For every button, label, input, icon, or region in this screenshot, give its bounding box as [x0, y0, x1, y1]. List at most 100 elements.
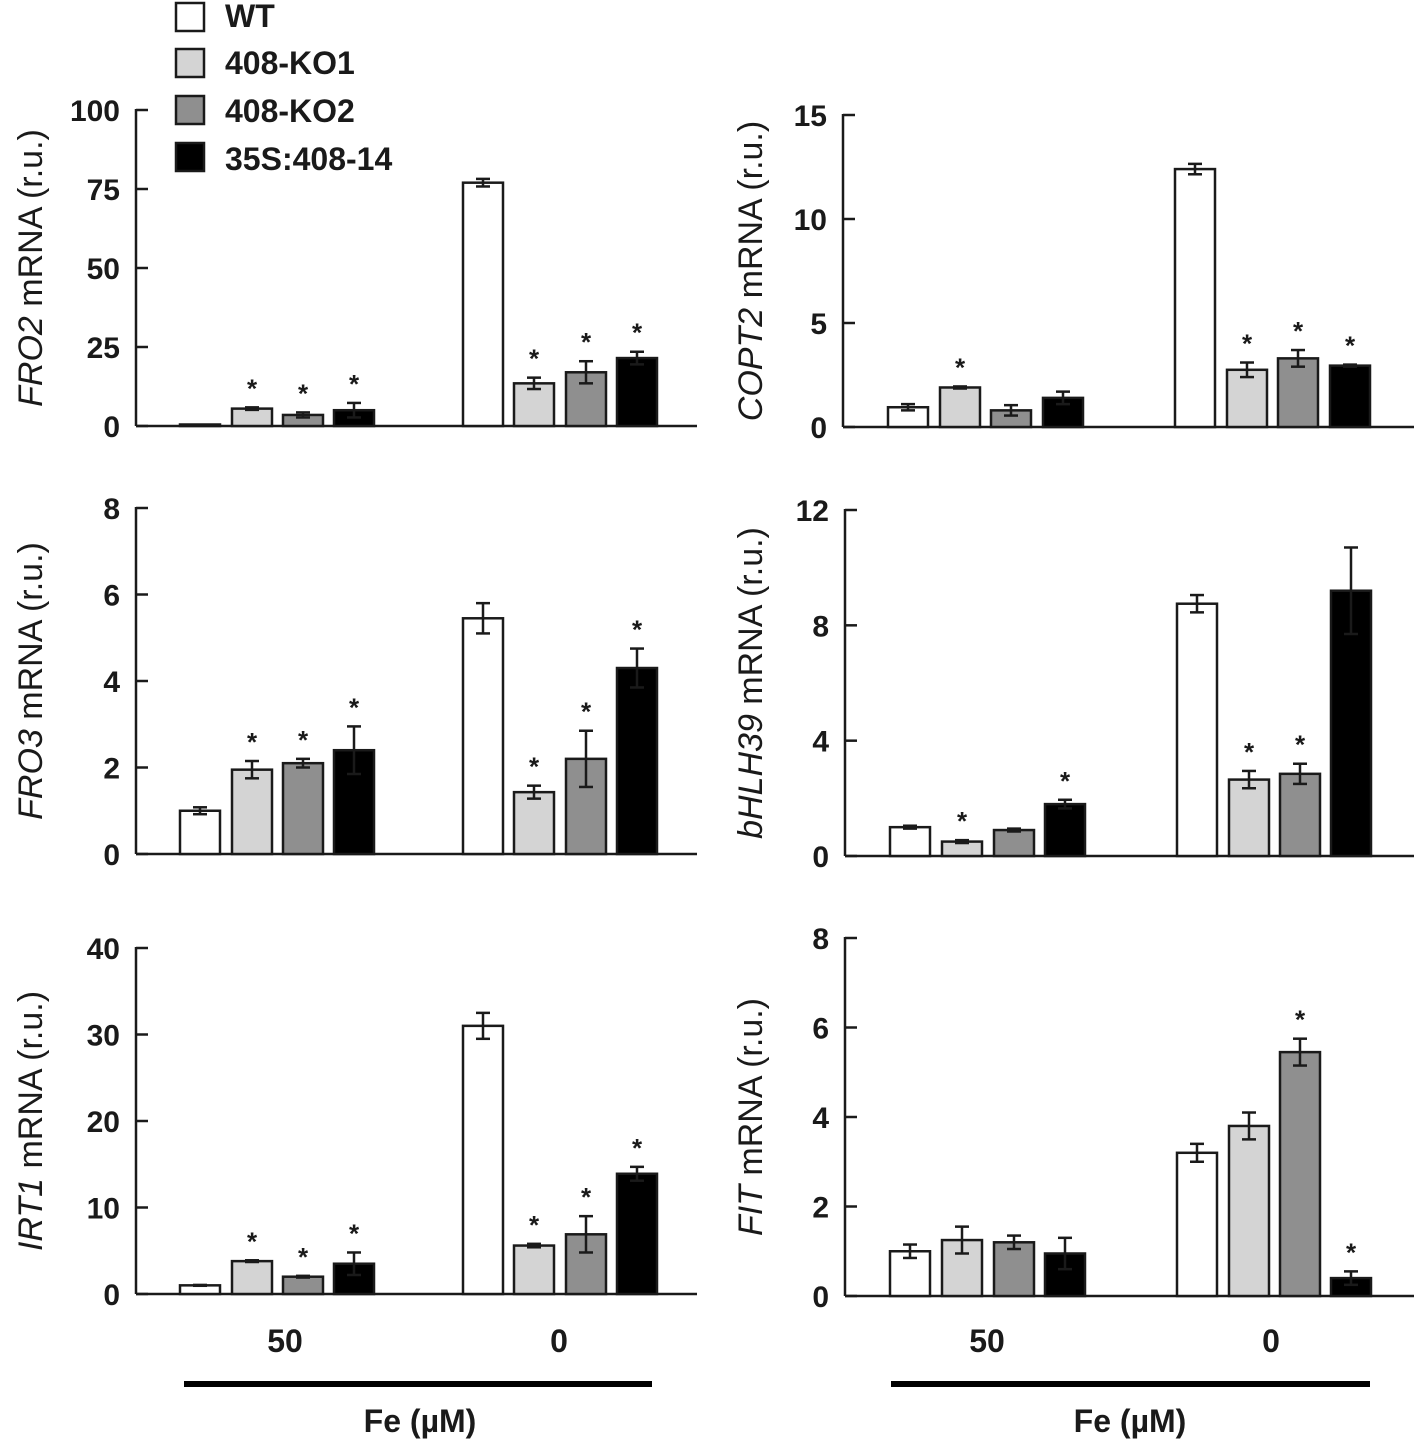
- group-label-right-50: 50: [969, 1323, 1005, 1359]
- fro2-y-tick-label: 25: [87, 332, 120, 365]
- fro2-unit: mRNA (r.u.): [12, 129, 50, 316]
- fro3-408-ko1-fe50-bar: [230, 768, 274, 856]
- copt2-408-ko2-fe50-error-bar: [1004, 403, 1018, 417]
- copt2-408-ko2-fe0-bar: [1276, 357, 1320, 429]
- fro3-y-tick-label: 0: [103, 839, 120, 872]
- irt1-408-ko1-fe0-error-bar: [527, 1242, 541, 1249]
- copt2-408-ko1-fe0-significance-star: *: [1242, 329, 1253, 359]
- fro2-gene-name: FRO2: [12, 316, 50, 407]
- fro3-408-ko2-fe50-significance-star: *: [298, 725, 309, 755]
- irt1-y-tick-label: 10: [87, 1193, 120, 1226]
- bhlh39-408-ko2-fe0-significance-star: *: [1295, 730, 1306, 760]
- irt1-408-ko1-fe50-error-bar: [245, 1259, 259, 1264]
- irt1-35s-408-14-fe50-significance-star: *: [349, 1218, 360, 1248]
- fro2-408-ko1-fe50-significance-star: *: [247, 373, 258, 403]
- fit-408-ko1-fe50-error-bar: [955, 1225, 969, 1255]
- group-label-right-0: 0: [1262, 1323, 1280, 1359]
- fro3-408-ko1-fe0-significance-star: *: [529, 752, 540, 782]
- legend-label-wt: WT: [225, 0, 275, 34]
- fro3-y-tick-label: 2: [103, 753, 120, 786]
- bhlh39-408-ko2-fe0-bar: [1278, 772, 1322, 858]
- irt1-y-axis-label: IRT1 mRNA (r.u.): [12, 991, 50, 1251]
- irt1-35s-408-14-fe50-error-bar: [347, 1251, 361, 1277]
- fit-35s-408-14-fe50-error-bar: [1058, 1236, 1072, 1271]
- fro3-35s-408-14-fe50-bar: [332, 748, 376, 856]
- irt1-408-ko2-fe0-significance-star: *: [581, 1182, 592, 1212]
- fro3-35s-408-14-fe0-error-bar: [630, 647, 644, 689]
- fro3-y-tick-label: 4: [103, 666, 120, 699]
- fro2-wt-fe0-error-bar: [476, 177, 490, 188]
- bhlh39-408-ko2-fe50-bar: [992, 828, 1036, 858]
- fe-label-left: Fe (µM): [364, 1403, 477, 1439]
- fit-408-ko1-fe0-error-bar: [1242, 1111, 1256, 1141]
- copt2-y-axis-label: COPT2 mRNA (r.u.): [732, 121, 770, 421]
- legend-label-408-ko2: 408-KO2: [225, 93, 355, 129]
- panel-fro2: 0 25 50 75 100 FRO2 mRNA (r.u.) * * * * * *: [12, 95, 697, 444]
- irt1-unit: mRNA (r.u.): [12, 991, 50, 1178]
- bhlh39-35s-408-14-fe50-significance-star: *: [1060, 766, 1071, 796]
- irt1-wt-fe0-error-bar: [476, 1011, 490, 1041]
- fit-wt-fe50-error-bar: [903, 1243, 917, 1260]
- fit-408-ko2-fe50-bar: [992, 1241, 1036, 1298]
- bhlh39-408-ko2-fe50-error-bar: [1007, 827, 1021, 833]
- legend: WT 408-KO1 408-KO2 35S:408-14: [174, 0, 392, 177]
- legend-swatch-408-ko2: [174, 94, 206, 126]
- copt2-y-tick-label: 15: [794, 100, 827, 133]
- irt1-35s-408-14-fe0-significance-star: *: [632, 1133, 643, 1163]
- fro3-35s-408-14-fe0-bar: [615, 666, 659, 856]
- fit-408-ko2-fe0-error-bar: [1293, 1037, 1307, 1067]
- fro3-408-ko2-fe0-significance-star: *: [581, 697, 592, 727]
- fro2-408-ko1-fe0-significance-star: *: [529, 344, 540, 374]
- fro3-408-ko2-fe50-bar: [281, 761, 325, 856]
- copt2-35s-408-14-fe50-error-bar: [1056, 390, 1070, 406]
- copt2-y-tick-label: 10: [794, 204, 827, 237]
- legend-label-408-ko1: 408-KO1: [225, 45, 355, 81]
- bhlh39-gene-name: bHLH39: [732, 714, 770, 839]
- fro2-35s-408-14-fe0-error-bar: [630, 350, 644, 366]
- fro2-408-ko1-fe50-bar: [230, 407, 274, 428]
- irt1-408-ko2-fe0-error-bar: [579, 1214, 593, 1254]
- irt1-35s-408-14-fe0-bar: [615, 1172, 659, 1296]
- fro2-408-ko1-fe50-error-bar: [245, 406, 259, 412]
- fro3-408-ko1-fe0-error-bar: [527, 784, 541, 800]
- fro2-y-tick-label: 0: [103, 411, 120, 444]
- fit-y-tick-label: 0: [812, 1281, 829, 1314]
- fit-408-ko2-fe0-bar: [1278, 1050, 1322, 1298]
- x-axis-right: 50 0 Fe (µM): [891, 1323, 1370, 1439]
- bhlh39-wt-fe0-bar: [1175, 602, 1219, 858]
- bhlh39-y-tick-label: 12: [796, 495, 829, 528]
- bhlh39-408-ko1-fe0-bar: [1227, 778, 1271, 858]
- fit-408-ko2-fe0-significance-star: *: [1295, 1005, 1306, 1035]
- legend-item-35s-408-14: 35S:408-14: [174, 141, 392, 177]
- irt1-408-ko1-fe50-significance-star: *: [247, 1226, 258, 1256]
- irt1-408-ko2-fe50-significance-star: *: [298, 1242, 309, 1272]
- copt2-35s-408-14-fe0-error-bar: [1343, 363, 1357, 368]
- fe-label-right: Fe (µM): [1074, 1403, 1187, 1439]
- fit-35s-408-14-fe0-significance-star: *: [1346, 1237, 1357, 1267]
- fro2-35s-408-14-fe50-error-bar: [347, 401, 361, 419]
- copt2-gene-name: COPT2: [732, 308, 770, 421]
- fit-y-tick-label: 8: [812, 923, 829, 956]
- bhlh39-wt-fe0-error-bar: [1190, 593, 1204, 614]
- copt2-408-ko2-fe0-error-bar: [1291, 348, 1305, 368]
- copt2-408-ko1-fe50-bar: [938, 386, 982, 429]
- legend-label-35s-408-14: 35S:408-14: [225, 141, 392, 177]
- panel-fro3: 0 2 4 6 8 FRO3 mRNA (r.u.) * * * * * *: [12, 493, 697, 872]
- panel-fit: 0 2 4 6 8 FIT mRNA (r.u.) * *: [732, 923, 1414, 1314]
- copt2-35s-408-14-fe0-bar: [1328, 364, 1372, 429]
- bhlh39-y-tick-label: 4: [812, 726, 829, 759]
- legend-swatch-wt: [174, 1, 206, 33]
- fro3-wt-fe50-error-bar: [193, 806, 207, 816]
- copt2-wt-fe0-error-bar: [1188, 162, 1202, 176]
- fro3-y-tick-label: 6: [103, 580, 120, 613]
- fro3-unit: mRNA (r.u.): [12, 542, 50, 729]
- fro2-wt-fe0-bar: [461, 181, 505, 428]
- irt1-y-tick-label: 0: [103, 1279, 120, 1312]
- fro2-408-ko1-fe0-bar: [512, 382, 556, 428]
- fro3-y-tick-label: 8: [103, 493, 120, 526]
- copt2-408-ko1-fe50-error-bar: [953, 385, 967, 390]
- irt1-y-tick-label: 20: [87, 1106, 120, 1139]
- fit-unit: mRNA (r.u.): [732, 998, 770, 1185]
- irt1-gene-name: IRT1: [12, 1178, 50, 1251]
- bhlh39-35s-408-14-fe50-error-bar: [1058, 798, 1072, 810]
